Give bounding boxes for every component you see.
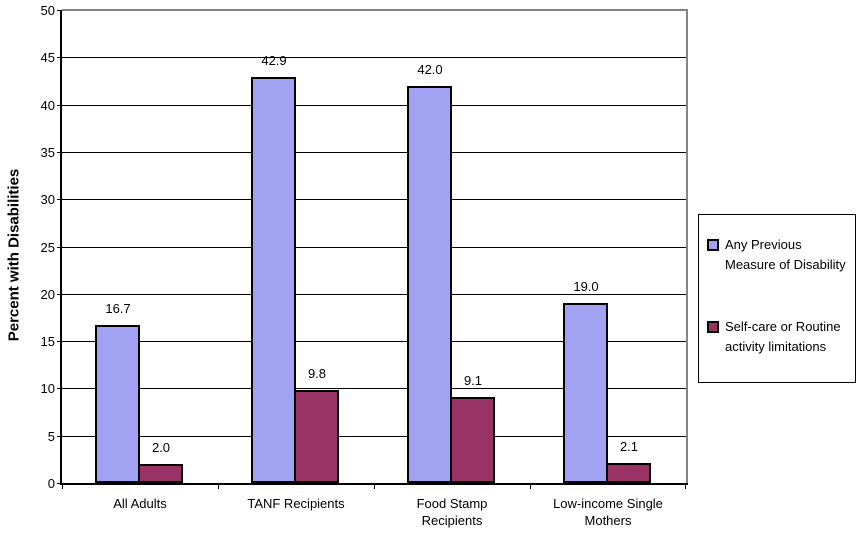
y-tick-label: 30 (40, 192, 55, 207)
legend-entry: Self-care or Routine activity limitations (707, 317, 841, 357)
bar-series-2-cat-1 (138, 464, 183, 483)
bar-series-1-cat-1 (95, 325, 140, 483)
legend-swatch (707, 239, 719, 251)
data-label: 16.7 (105, 301, 131, 316)
category-label: All Adults (62, 495, 218, 512)
y-axis-line (60, 10, 62, 483)
category-label: Food Stamp Recipients (374, 495, 530, 529)
y-tick-label: 0 (47, 476, 55, 491)
category-label-line: Mothers (584, 513, 632, 528)
category-label-line: Recipients (421, 513, 483, 528)
data-label: 2.1 (619, 439, 639, 454)
gridline (62, 294, 686, 295)
gridline (62, 105, 686, 106)
y-tick (57, 483, 62, 484)
x-tick (685, 485, 686, 489)
bar-series-2-cat-4 (606, 463, 651, 483)
y-tick (57, 436, 62, 437)
bar-series-1-cat-4 (563, 303, 608, 483)
x-tick (218, 485, 219, 489)
y-tick (57, 10, 62, 11)
gridline (62, 247, 686, 248)
y-tick-label: 50 (40, 3, 55, 18)
x-tick (530, 485, 531, 489)
y-tick-label: 10 (40, 381, 55, 396)
legend-label: Any Previous Measure of Disability (725, 235, 846, 275)
y-tick (57, 199, 62, 200)
y-tick-label: 35 (40, 145, 55, 160)
gridline (62, 57, 686, 58)
y-tick (57, 152, 62, 153)
legend-label-line: Self-care or Routine (725, 319, 841, 334)
y-tick-label: 45 (40, 50, 55, 65)
category-label-line: Low-income Single (553, 496, 663, 511)
plot-border-right (686, 9, 688, 485)
gridline (62, 152, 686, 153)
category-label-line: Food Stamp (416, 496, 488, 511)
category-label-line: All Adults (113, 496, 167, 511)
category-label: Low-income Single Mothers (530, 495, 686, 529)
plot-border-top (62, 9, 688, 11)
y-tick-label: 15 (40, 334, 55, 349)
bar-series-2-cat-2 (294, 390, 339, 483)
y-tick-label: 25 (40, 240, 55, 255)
data-label: 42.0 (417, 62, 443, 77)
data-label: 19.0 (573, 279, 599, 294)
y-tick (57, 247, 62, 248)
bar-series-1-cat-3 (407, 86, 452, 483)
data-label: 42.9 (261, 53, 287, 68)
y-tick (57, 294, 62, 295)
y-tick-label: 5 (47, 429, 55, 444)
data-label: 9.8 (307, 366, 327, 381)
legend-label-line: Any Previous (725, 237, 802, 252)
gridline (62, 341, 686, 342)
legend-label-line: activity limitations (725, 339, 827, 354)
bar-series-2-cat-3 (450, 397, 495, 483)
gridline (62, 436, 686, 437)
bar-series-1-cat-2 (251, 77, 296, 483)
gridline (62, 199, 686, 200)
x-tick (62, 485, 63, 489)
category-label-line: TANF Recipients (247, 496, 345, 511)
y-tick (57, 341, 62, 342)
y-tick-label: 40 (40, 98, 55, 113)
data-label: 9.1 (463, 373, 483, 388)
legend-entry: Any Previous Measure of Disability (707, 235, 846, 275)
category-label: TANF Recipients (218, 495, 374, 512)
data-label: 2.0 (151, 440, 171, 455)
legend-label-line: Measure of Disability (725, 257, 846, 272)
y-tick-label: 20 (40, 287, 55, 302)
x-tick (374, 485, 375, 489)
y-tick (57, 105, 62, 106)
gridline (62, 388, 686, 389)
legend: Any Previous Measure of Disability Self-ca… (698, 214, 856, 383)
x-axis-line (60, 483, 688, 485)
legend-label: Self-care or Routine activity limitations (725, 317, 841, 357)
legend-swatch (707, 321, 719, 333)
y-tick (57, 57, 62, 58)
y-tick (57, 388, 62, 389)
